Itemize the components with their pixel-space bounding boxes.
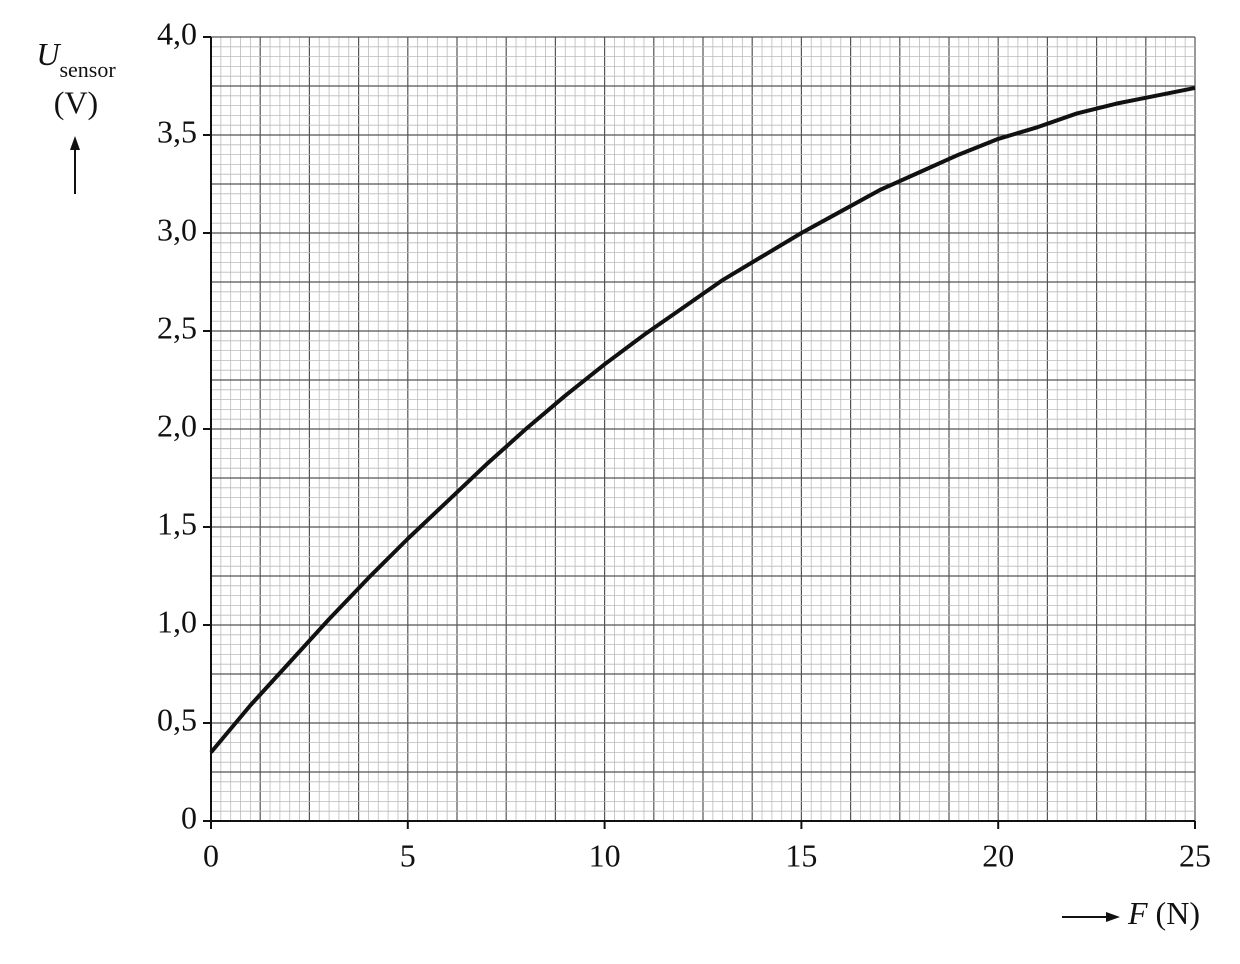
y-arrow-head [70, 136, 80, 150]
y-subscript: sensor [59, 57, 116, 82]
x-symbol: F [1127, 895, 1148, 931]
x-tick-label: 0 [203, 837, 219, 873]
x-tick-label: 25 [1179, 837, 1211, 873]
curve [209, 85, 1196, 754]
y-tick-label: 2,5 [157, 309, 197, 345]
x-tick-label: 20 [982, 837, 1014, 873]
x-tick-label: 15 [785, 837, 817, 873]
x-axis-label: F (N) [1127, 895, 1200, 931]
x-unit: (N) [1156, 895, 1200, 931]
x-arrow-head [1106, 912, 1120, 922]
y-tick-label: 3,0 [157, 211, 197, 247]
x-tick-label: 5 [400, 837, 416, 873]
y-symbol: U [36, 36, 61, 72]
y-axis-unit: (V) [54, 84, 98, 120]
y-tick-label: 4,0 [157, 15, 197, 51]
y-tick-label: 1,5 [157, 505, 197, 541]
y-tick-label: 3,5 [157, 113, 197, 149]
x-tick-label: 10 [589, 837, 621, 873]
y-tick-label: 0 [181, 799, 197, 835]
y-axis-label: Usensor [36, 36, 116, 82]
y-tick-label: 0,5 [157, 701, 197, 737]
y-tick-label: 1,0 [157, 603, 197, 639]
grid [210, 36, 1196, 822]
y-tick-label: 2,0 [157, 407, 197, 443]
